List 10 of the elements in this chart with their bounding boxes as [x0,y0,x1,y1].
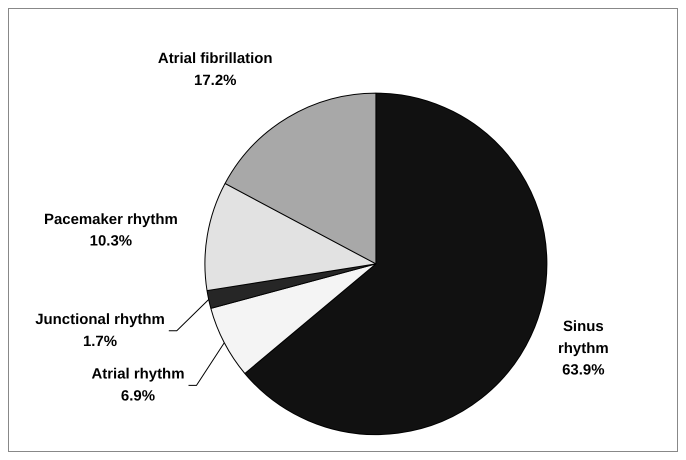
data-label: 63.9% [562,362,604,379]
slice-label: Atrial fibrillation [158,50,273,68]
slice-label: Pacemaker rhythm [44,210,178,228]
slice-label: Junctional rhythm [35,310,165,328]
data-label: 17.2% [194,72,236,89]
data-label: 6.9% [120,387,156,404]
data-label: 1.7% [82,332,118,350]
slice-label: Sinus rhythm [558,318,609,357]
data-label: 10.3% [90,232,132,250]
slice-label: Atrial rhythm [91,366,184,383]
